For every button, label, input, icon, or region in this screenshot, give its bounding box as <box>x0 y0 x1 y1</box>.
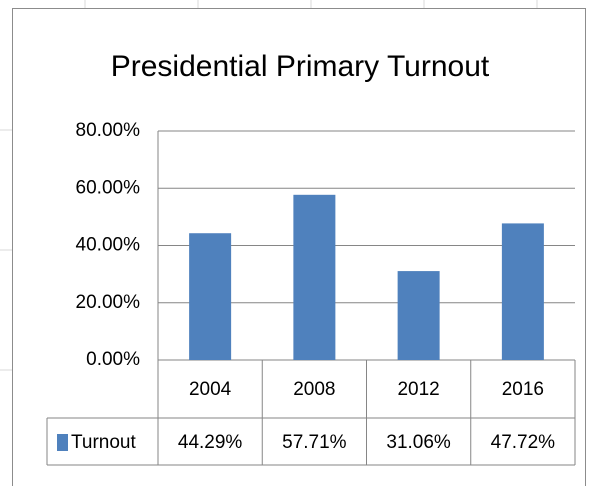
x-tick-label: 2004 <box>189 379 232 400</box>
table-value: 57.71% <box>282 432 347 453</box>
y-tick-label: 80.00% <box>76 120 141 141</box>
bar <box>501 223 544 360</box>
chart-title: Presidential Primary Turnout <box>111 50 490 83</box>
y-tick-label: 0.00% <box>86 349 140 370</box>
bar <box>189 233 232 360</box>
x-tick-label: 2012 <box>397 379 439 400</box>
table-value: 47.72% <box>491 432 556 453</box>
table-value: 44.29% <box>178 432 243 453</box>
table-value: 31.06% <box>386 432 451 453</box>
x-tick-label: 2016 <box>502 379 544 400</box>
y-tick-label: 40.00% <box>76 235 141 256</box>
sheet-grid <box>0 0 538 371</box>
y-tick-label: 20.00% <box>76 292 141 313</box>
bar <box>293 194 336 360</box>
x-tick-label: 2008 <box>293 379 335 400</box>
bar <box>397 271 440 360</box>
legend-label: Turnout <box>71 432 136 453</box>
legend-key <box>57 434 68 451</box>
y-tick-label: 60.00% <box>76 177 141 198</box>
